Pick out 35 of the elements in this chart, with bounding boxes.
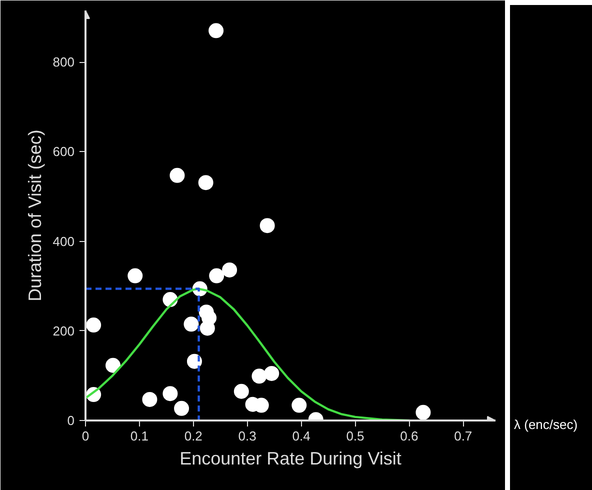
point — [128, 268, 143, 284]
y-tick-label: 600 — [52, 144, 75, 160]
point — [184, 316, 199, 332]
point — [106, 358, 121, 373]
point — [198, 175, 214, 190]
x-tick-label: 0.3 — [238, 428, 256, 444]
x-tick-label: 0.7 — [454, 428, 472, 444]
point — [162, 386, 178, 402]
x-tick-label: 0.6 — [400, 428, 418, 444]
y-axis-title: Duration of Visit (sec) — [24, 130, 45, 302]
x-tick-label: 0.1 — [130, 428, 148, 444]
point — [260, 218, 275, 234]
y-tick-label: 800 — [52, 54, 75, 70]
point — [86, 318, 102, 333]
x-axis-title: Encounter Rate During Visit — [180, 448, 402, 468]
text: λ (enc/sec) — [514, 416, 578, 434]
x-tick-label: 0 — [82, 428, 90, 444]
y-tick-label: 400 — [52, 234, 75, 249]
x-tick-label: 0.4 — [292, 428, 310, 444]
point — [264, 366, 280, 381]
point — [252, 368, 267, 384]
point — [208, 23, 224, 38]
y-tick-label: 200 — [52, 323, 75, 338]
x-tick-label: 0.2 — [184, 428, 202, 444]
point — [292, 398, 307, 413]
point — [174, 400, 190, 416]
point — [142, 392, 158, 407]
point — [234, 384, 249, 399]
point — [200, 320, 215, 336]
x-tick-label: 0.5 — [346, 428, 364, 444]
y-tick-label: 0 — [67, 413, 75, 428]
point — [416, 404, 431, 420]
point — [222, 262, 238, 278]
point — [170, 168, 185, 183]
point — [209, 268, 224, 284]
